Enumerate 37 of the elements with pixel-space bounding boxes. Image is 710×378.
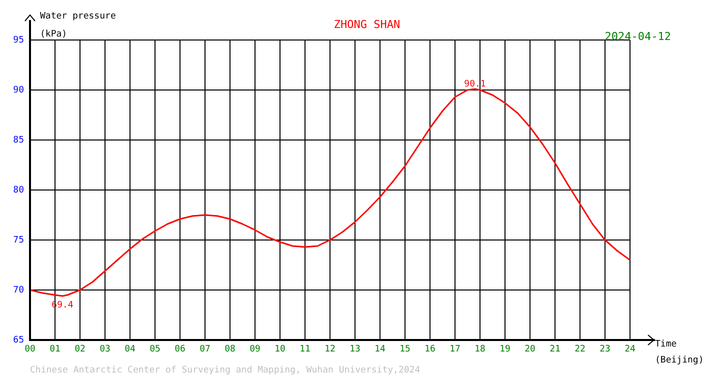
x-tick-label: 16 <box>424 344 436 355</box>
text: Chinese Antarctic Center of Surveying and Mapping, Wuhan University,2024 <box>30 365 420 376</box>
y-axis-title: Water pressure (kPa) <box>40 11 116 40</box>
chart-subtitle: 2024-04-12 <box>604 30 671 43</box>
x-tick-label: 19 <box>500 344 510 355</box>
x-tick-label: 03 <box>100 344 110 355</box>
x-tick-label: 05 <box>150 344 160 355</box>
x-tick-label: 04 <box>124 344 136 355</box>
y-tick-label: 70 <box>13 285 24 296</box>
y-tick-label: 90 <box>13 85 24 96</box>
x-tick-label: 12 <box>324 344 336 355</box>
x-tick-label: 01 <box>50 344 60 355</box>
x-tick-label: 08 <box>224 344 236 355</box>
y-tick-label: 95 <box>13 35 24 46</box>
x-tick-label: 15 <box>400 344 410 355</box>
x-tick-label: 24 <box>624 344 636 355</box>
x-tick-label: 14 <box>374 344 386 355</box>
x-axis-title: Time (Beijing) <box>655 339 704 366</box>
x-tick-label: 06 <box>174 344 186 355</box>
x-tick-label: 20 <box>524 344 536 355</box>
x-tick-label: 07 <box>200 344 210 355</box>
x-tick-label: 00 <box>24 344 36 355</box>
x-tick-label: 18 <box>474 344 486 355</box>
x-tick-label: 09 <box>250 344 260 355</box>
x-tick-label: 21 <box>550 344 560 355</box>
chart-title: ZHONG SHAN <box>334 18 400 31</box>
x-tick-label: 02 <box>74 344 86 355</box>
y-tick-label: 75 <box>13 235 24 246</box>
x-tick-label: 23 <box>600 344 610 355</box>
x-tick-label: 17 <box>450 344 460 355</box>
y-tick-label: 85 <box>13 135 24 146</box>
y-tick-label: 65 <box>13 335 24 346</box>
x-tick-label: 22 <box>574 344 586 355</box>
y-tick-label: 80 <box>13 185 24 196</box>
x-tick-label: 10 <box>274 344 286 355</box>
x-tick-label: 13 <box>350 344 360 355</box>
x-tick-label: 11 <box>300 344 310 355</box>
